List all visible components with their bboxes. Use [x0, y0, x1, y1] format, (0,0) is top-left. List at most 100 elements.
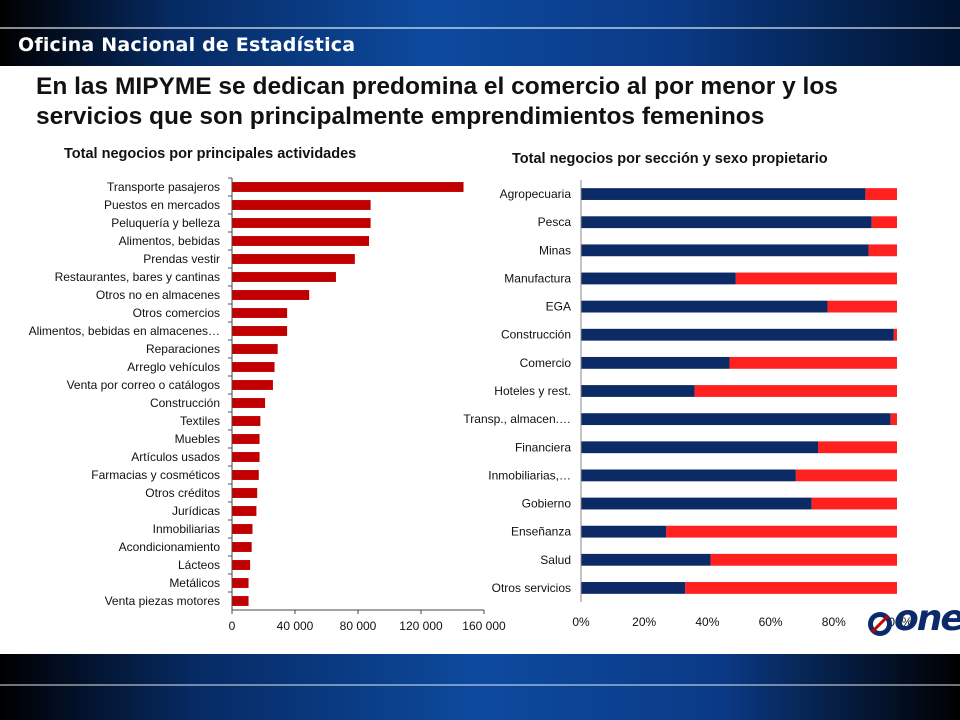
stacked-segment: [581, 497, 812, 510]
left-chart-title: Total negocios por principales actividad…: [64, 146, 357, 162]
bar: [232, 416, 261, 426]
bar: [232, 218, 371, 228]
category-label: Otros no en almacenes: [96, 288, 220, 302]
category-label: Alimentos, bebidas: [119, 234, 220, 248]
footer-divider: [0, 684, 960, 686]
bar: [232, 596, 249, 606]
category-label: Transporte pasajeros: [107, 180, 220, 194]
category-label: Alimentos, bebidas en almacenes…: [29, 324, 220, 338]
stacked-segment: [735, 272, 897, 285]
stacked-segment: [581, 356, 730, 369]
category-label: Prendas vestir: [143, 252, 220, 266]
x-tick-label: 80 000: [340, 619, 377, 633]
category-label: Restaurantes, bares y cantinas: [55, 270, 220, 284]
stacked-segment: [890, 413, 897, 426]
bar: [232, 200, 371, 210]
category-label: Minas: [539, 243, 571, 257]
category-label: Jurídicas: [172, 504, 220, 518]
category-label: Transp., almacen.…: [463, 412, 571, 426]
stacked-segment: [795, 469, 897, 482]
category-label: Arreglo vehículos: [127, 360, 220, 374]
category-label: Venta piezas motores: [105, 594, 220, 608]
section-sex-stacked-chart: Agropecuaria Pesca Minas Manufactura EGA Cons…: [463, 180, 913, 629]
bar: [232, 362, 275, 372]
category-label: Financiera: [515, 440, 571, 454]
x-tick-label: 40%: [695, 615, 719, 629]
bar: [232, 542, 252, 552]
category-label: Hoteles y rest.: [494, 384, 571, 398]
stacked-segment: [581, 525, 667, 538]
category-label: Agropecuaria: [500, 187, 572, 201]
stacked-segment: [581, 441, 818, 454]
stacked-segment: [685, 582, 897, 594]
category-label: Pesca: [538, 215, 572, 229]
x-tick-label: 40 000: [277, 619, 314, 633]
x-tick-label: 80%: [822, 615, 846, 629]
bar: [232, 290, 310, 300]
category-label: Otros créditos: [145, 486, 220, 500]
category-label: Otros servicios: [492, 581, 571, 595]
stacked-segment: [729, 356, 897, 369]
category-label: Textiles: [180, 414, 220, 428]
category-label: Comercio: [520, 356, 572, 370]
org-name: Oficina Nacional de Estadística: [18, 34, 356, 56]
category-label: Manufactura: [504, 271, 571, 285]
bar: [232, 560, 251, 570]
category-label: Farmacias y cosméticos: [91, 468, 220, 482]
category-label: Construcción: [150, 396, 220, 410]
category-label: EGA: [546, 300, 571, 314]
stacked-segment: [865, 188, 897, 200]
category-label: Artículos usados: [131, 450, 220, 464]
category-label: Salud: [540, 553, 571, 567]
bar: [232, 236, 370, 246]
logo-wordmark: one: [894, 598, 960, 639]
right-chart-title: Total negocios por sección y sexo propie…: [512, 151, 828, 167]
stacked-segment: [581, 188, 866, 200]
bar: [232, 452, 260, 462]
category-label: Reparaciones: [146, 342, 220, 356]
activities-bar-chart: Transporte pasajeros Puestos en mercados P…: [29, 177, 506, 633]
stacked-segment: [666, 525, 897, 538]
stacked-segment: [581, 244, 869, 257]
bar: [232, 182, 464, 192]
category-label: Peluquería y belleza: [111, 216, 220, 230]
footer-band: [0, 654, 960, 720]
stacked-segment: [871, 216, 897, 229]
stacked-segment: [581, 385, 695, 397]
bar: [232, 344, 278, 354]
category-label: Metálicos: [169, 576, 220, 590]
category-label: Construcción: [501, 328, 571, 342]
stacked-segment: [581, 300, 828, 313]
bar: [232, 326, 288, 336]
stacked-segment: [893, 328, 897, 341]
bar: [232, 398, 266, 408]
category-label: Otros comercios: [133, 306, 220, 320]
category-label: Enseñanza: [511, 525, 571, 539]
bar: [232, 254, 355, 264]
stacked-segment: [694, 385, 897, 397]
x-tick-label: 120 000: [399, 619, 443, 633]
category-label: Muebles: [175, 432, 220, 446]
x-tick-label: 60%: [759, 615, 783, 629]
category-label: Gobierno: [522, 497, 572, 511]
x-tick-label: 160 000: [462, 619, 506, 633]
stacked-segment: [818, 441, 897, 454]
bar: [232, 506, 257, 516]
page-headline: En las MIPYME se dedican predomina el co…: [36, 73, 838, 130]
category-label: Venta por correo o catálogos: [67, 378, 220, 392]
stacked-segment: [581, 328, 894, 341]
stacked-segment: [581, 413, 891, 426]
category-label: Inmobiliarias: [153, 522, 220, 536]
stacked-segment: [581, 272, 736, 285]
stacked-segment: [581, 582, 686, 594]
one-logo-icon: [868, 612, 892, 636]
stacked-segment: [581, 553, 711, 566]
stacked-segment: [827, 300, 897, 313]
stacked-segment: [581, 216, 872, 229]
bar: [232, 308, 288, 318]
bar: [232, 578, 249, 588]
category-label: Puestos en mercados: [104, 198, 220, 212]
bar: [232, 380, 273, 390]
bar: [232, 524, 253, 534]
